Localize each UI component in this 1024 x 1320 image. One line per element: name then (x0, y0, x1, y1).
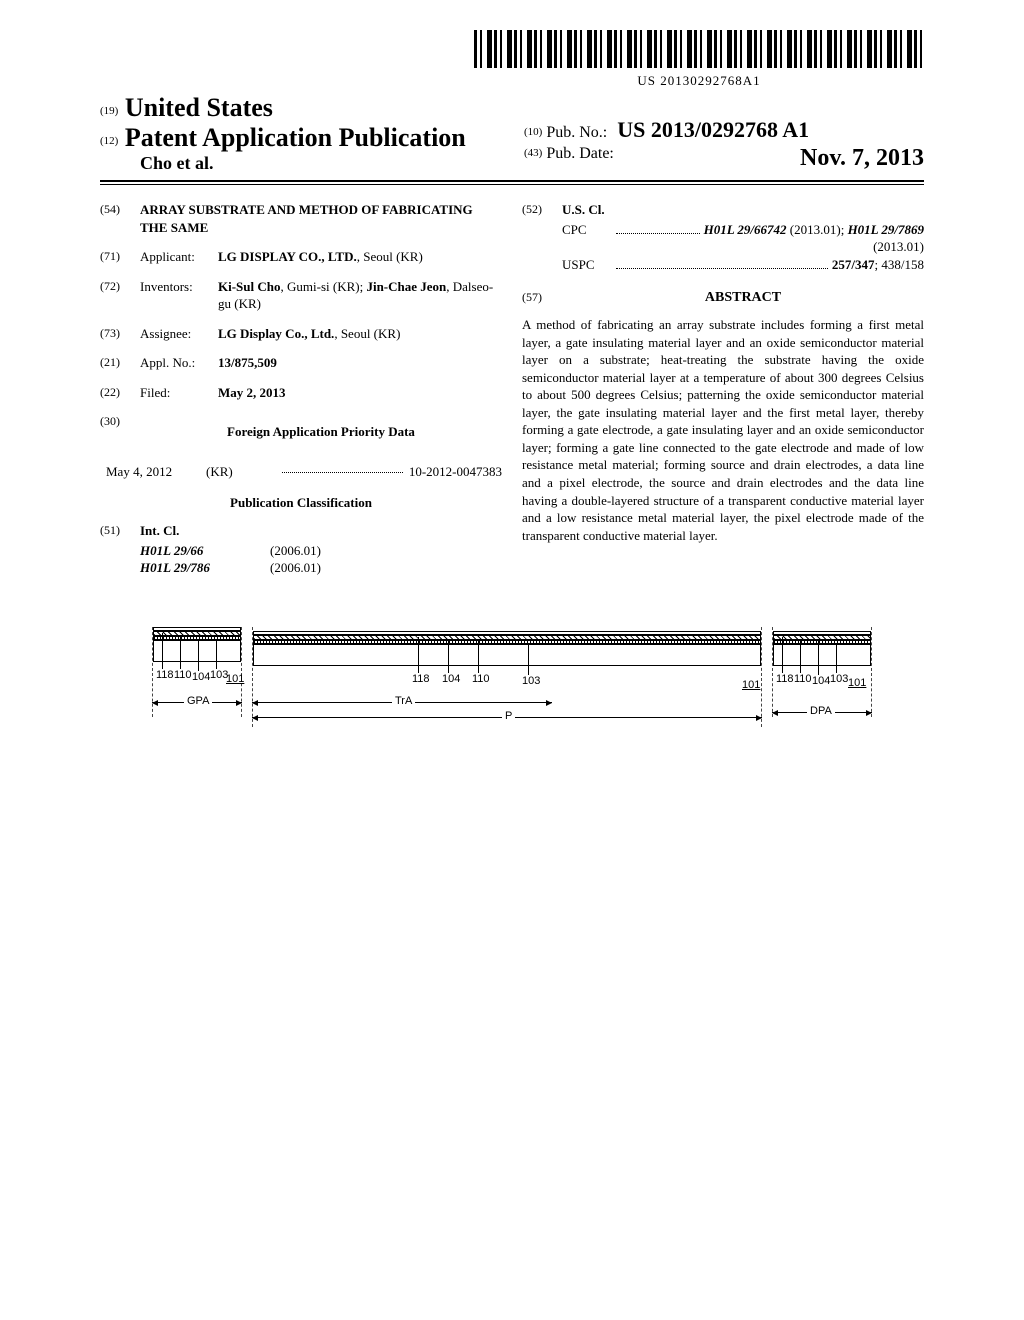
inventors-value: Ki-Sul Cho, Gumi-si (KR); Jin-Chae Jeon,… (218, 278, 502, 313)
header-left: (19) United States (12) Patent Applicati… (100, 93, 466, 174)
barcode-block: US 20130292768A1 (100, 30, 924, 89)
uscl-label: U.S. Cl. (562, 201, 924, 219)
field-72: (72) (100, 278, 140, 313)
applno-value: 13/875,509 (218, 354, 502, 372)
body-columns: (54) ARRAY SUBSTRATE AND METHOD OF FABRI… (100, 201, 924, 577)
field-43: (43) (524, 147, 542, 159)
ref-label: 104 (812, 675, 830, 687)
publication-type: Patent Application Publication (125, 123, 466, 152)
field-71: (71) (100, 248, 140, 266)
pubdate-value: Nov. 7, 2013 (800, 145, 924, 172)
intcl-row: H01L 29/786 (2006.01) (140, 559, 502, 577)
header-right: (10) Pub. No.: US 2013/0292768 A1 (43) P… (524, 117, 924, 174)
field-73: (73) (100, 325, 140, 343)
ref-label: 110 (174, 669, 192, 681)
field-54: (54) (100, 201, 140, 236)
field-12: (12) (100, 135, 118, 147)
pubno-label: Pub. No.: (546, 124, 607, 141)
ref-label: 101 (226, 673, 244, 685)
ref-label: 118 (776, 673, 794, 685)
priority-date: May 4, 2012 (106, 463, 206, 481)
priority-row: May 4, 2012 (KR) 10-2012-0047383 (106, 463, 502, 481)
divider (100, 180, 924, 182)
applicant-label: Applicant: (140, 248, 218, 266)
field-51: (51) (100, 522, 140, 540)
header-row: (19) United States (12) Patent Applicati… (100, 93, 924, 174)
dimlabel-dpa: DPA (807, 705, 835, 717)
filed-value: May 2, 2013 (218, 384, 502, 402)
ref-label: 103 (830, 673, 848, 685)
authors: Cho et al. (140, 153, 466, 174)
dimlabel-p: P (502, 710, 515, 722)
priority-country: (KR) (206, 463, 276, 481)
ref-label: 118 (412, 673, 430, 685)
inventors-label: Inventors: (140, 278, 218, 313)
cpc-year2: (2013.01) (522, 238, 924, 256)
abstract-body: A method of fabricating an array substra… (522, 316, 924, 544)
dimlabel-gpa: GPA (184, 695, 212, 707)
pubdate-label: Pub. Date: (546, 145, 614, 162)
intcl-row: H01L 29/66 (2006.01) (140, 542, 502, 560)
field-57: (57) (522, 289, 562, 316)
ref-label: 101 (742, 679, 760, 691)
abstract-title: ABSTRACT (562, 289, 924, 308)
cpc-row: CPC H01L 29/66742 (2013.01); H01L 29/786… (562, 221, 924, 239)
barcode-number: US 20130292768A1 (474, 73, 924, 89)
field-52: (52) (522, 201, 562, 219)
figure: 118 110 104 103 101 118 104 110 103 101 … (152, 627, 872, 747)
title: ARRAY SUBSTRATE AND METHOD OF FABRICATIN… (140, 201, 502, 236)
assignee-label: Assignee: (140, 325, 218, 343)
pubclass-title: Publication Classification (100, 494, 502, 512)
field-19: (19) (100, 105, 118, 117)
country: United States (125, 93, 273, 122)
left-column: (54) ARRAY SUBSTRATE AND METHOD OF FABRI… (100, 201, 502, 577)
pubno-value: US 2013/0292768 A1 (617, 117, 809, 142)
ref-label: 101 (848, 677, 866, 689)
field-21: (21) (100, 354, 140, 372)
right-column: (52) U.S. Cl. CPC H01L 29/66742 (2013.01… (522, 201, 924, 577)
assignee-value: LG Display Co., Ltd., Seoul (KR) (218, 325, 502, 343)
segment-dpa (772, 627, 872, 717)
uspc-row: USPC 257/347; 438/158 (562, 256, 924, 274)
applicant-value: LG DISPLAY CO., LTD., Seoul (KR) (218, 248, 502, 266)
field-22: (22) (100, 384, 140, 402)
ref-label: 118 (156, 669, 174, 681)
ref-label: 110 (794, 673, 812, 685)
dimlabel-tra: TrA (392, 695, 415, 707)
ref-label: 104 (192, 671, 210, 683)
priority-number: 10-2012-0047383 (409, 463, 502, 481)
foreign-priority-title: Foreign Application Priority Data (140, 423, 502, 441)
intcl-label: Int. Cl. (140, 522, 502, 540)
barcode (474, 30, 924, 68)
field-30: (30) (100, 413, 140, 451)
filed-label: Filed: (140, 384, 218, 402)
applno-label: Appl. No.: (140, 354, 218, 372)
ref-label: 104 (442, 673, 460, 685)
field-10: (10) (524, 126, 542, 138)
ref-label: 110 (472, 673, 490, 685)
ref-label: 103 (522, 675, 540, 687)
dots (282, 463, 403, 473)
divider-thin (100, 184, 924, 185)
